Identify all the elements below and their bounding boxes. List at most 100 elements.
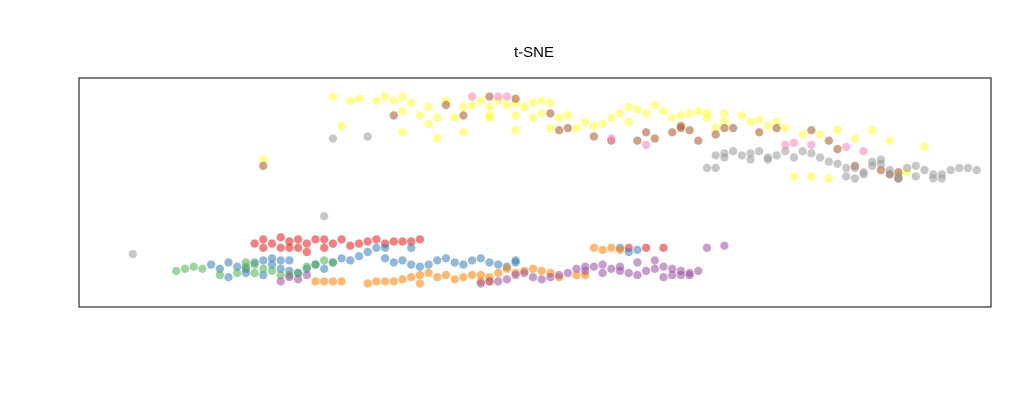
data-point bbox=[946, 165, 955, 175]
data-point bbox=[320, 235, 329, 244]
data-point bbox=[842, 172, 851, 181]
data-point bbox=[485, 102, 494, 112]
data-point bbox=[494, 260, 503, 269]
data-point bbox=[320, 243, 329, 252]
data-point bbox=[624, 117, 633, 127]
data-point bbox=[450, 113, 459, 122]
data-point bbox=[415, 235, 425, 244]
data-point bbox=[668, 270, 677, 280]
data-point bbox=[459, 260, 468, 269]
data-point bbox=[380, 254, 390, 263]
data-point bbox=[554, 126, 564, 135]
data-point bbox=[850, 163, 860, 173]
data-point bbox=[467, 256, 477, 265]
data-point bbox=[328, 258, 338, 267]
data-point bbox=[572, 270, 581, 280]
data-point bbox=[720, 241, 729, 250]
data-point bbox=[807, 149, 816, 158]
data-point bbox=[589, 243, 599, 252]
data-point bbox=[563, 268, 572, 278]
data-point bbox=[128, 249, 137, 259]
data-point bbox=[615, 262, 625, 271]
data-point bbox=[546, 273, 555, 282]
data-point bbox=[598, 245, 607, 255]
data-point bbox=[815, 153, 825, 162]
data-point bbox=[450, 258, 459, 267]
data-point bbox=[407, 98, 416, 108]
data-point bbox=[337, 254, 346, 263]
data-point bbox=[937, 174, 947, 183]
data-point bbox=[789, 138, 799, 147]
data-point bbox=[537, 266, 546, 276]
plot-frame bbox=[78, 77, 992, 308]
data-point bbox=[511, 94, 520, 103]
data-point bbox=[833, 159, 842, 168]
data-point bbox=[511, 111, 520, 120]
data-point bbox=[415, 270, 425, 280]
data-point bbox=[337, 121, 346, 131]
data-point bbox=[363, 247, 372, 257]
data-point bbox=[424, 102, 433, 112]
data-point bbox=[415, 262, 425, 271]
data-point bbox=[441, 254, 451, 263]
data-point bbox=[285, 237, 294, 246]
data-point bbox=[537, 275, 546, 284]
data-point bbox=[911, 172, 920, 181]
data-point bbox=[633, 136, 642, 145]
data-point bbox=[842, 142, 851, 152]
data-point bbox=[424, 119, 433, 129]
data-point bbox=[398, 237, 407, 246]
data-point bbox=[589, 121, 599, 131]
data-point bbox=[546, 123, 555, 133]
data-point bbox=[694, 266, 703, 276]
data-point bbox=[485, 277, 494, 286]
data-point bbox=[789, 172, 799, 181]
data-point bbox=[250, 260, 259, 269]
data-point bbox=[441, 270, 451, 280]
data-point bbox=[624, 102, 633, 112]
data-point bbox=[320, 212, 329, 221]
data-point bbox=[250, 268, 259, 278]
data-point bbox=[276, 277, 285, 286]
data-point bbox=[398, 92, 407, 101]
data-point bbox=[598, 260, 607, 269]
data-point bbox=[554, 270, 564, 280]
data-point bbox=[815, 130, 825, 139]
data-point bbox=[511, 126, 520, 135]
data-point bbox=[763, 153, 773, 162]
data-point bbox=[711, 130, 720, 139]
data-point bbox=[459, 273, 468, 282]
data-point bbox=[581, 117, 590, 127]
data-point bbox=[259, 270, 268, 280]
data-point bbox=[641, 140, 651, 150]
data-point bbox=[885, 136, 894, 145]
data-point bbox=[311, 235, 320, 244]
data-point bbox=[354, 239, 364, 248]
data-point bbox=[659, 243, 668, 252]
data-point bbox=[781, 140, 790, 150]
data-point bbox=[346, 241, 355, 250]
data-point bbox=[285, 273, 294, 282]
data-point bbox=[502, 100, 512, 110]
data-point bbox=[624, 268, 633, 278]
data-point bbox=[372, 243, 381, 252]
data-point bbox=[276, 233, 285, 242]
data-point bbox=[337, 235, 346, 244]
data-point bbox=[459, 102, 468, 112]
data-point bbox=[772, 117, 781, 127]
data-point bbox=[259, 161, 268, 171]
data-point bbox=[772, 123, 781, 133]
data-point bbox=[372, 96, 381, 106]
data-point bbox=[311, 260, 320, 269]
data-point bbox=[650, 264, 659, 273]
data-point bbox=[459, 128, 468, 137]
data-point bbox=[659, 262, 668, 271]
data-point bbox=[337, 277, 346, 286]
data-point bbox=[737, 111, 746, 120]
data-point bbox=[615, 245, 625, 255]
data-point bbox=[276, 264, 285, 273]
data-point bbox=[293, 243, 303, 252]
data-point bbox=[372, 235, 381, 244]
data-point bbox=[615, 109, 625, 118]
data-point bbox=[233, 268, 242, 278]
